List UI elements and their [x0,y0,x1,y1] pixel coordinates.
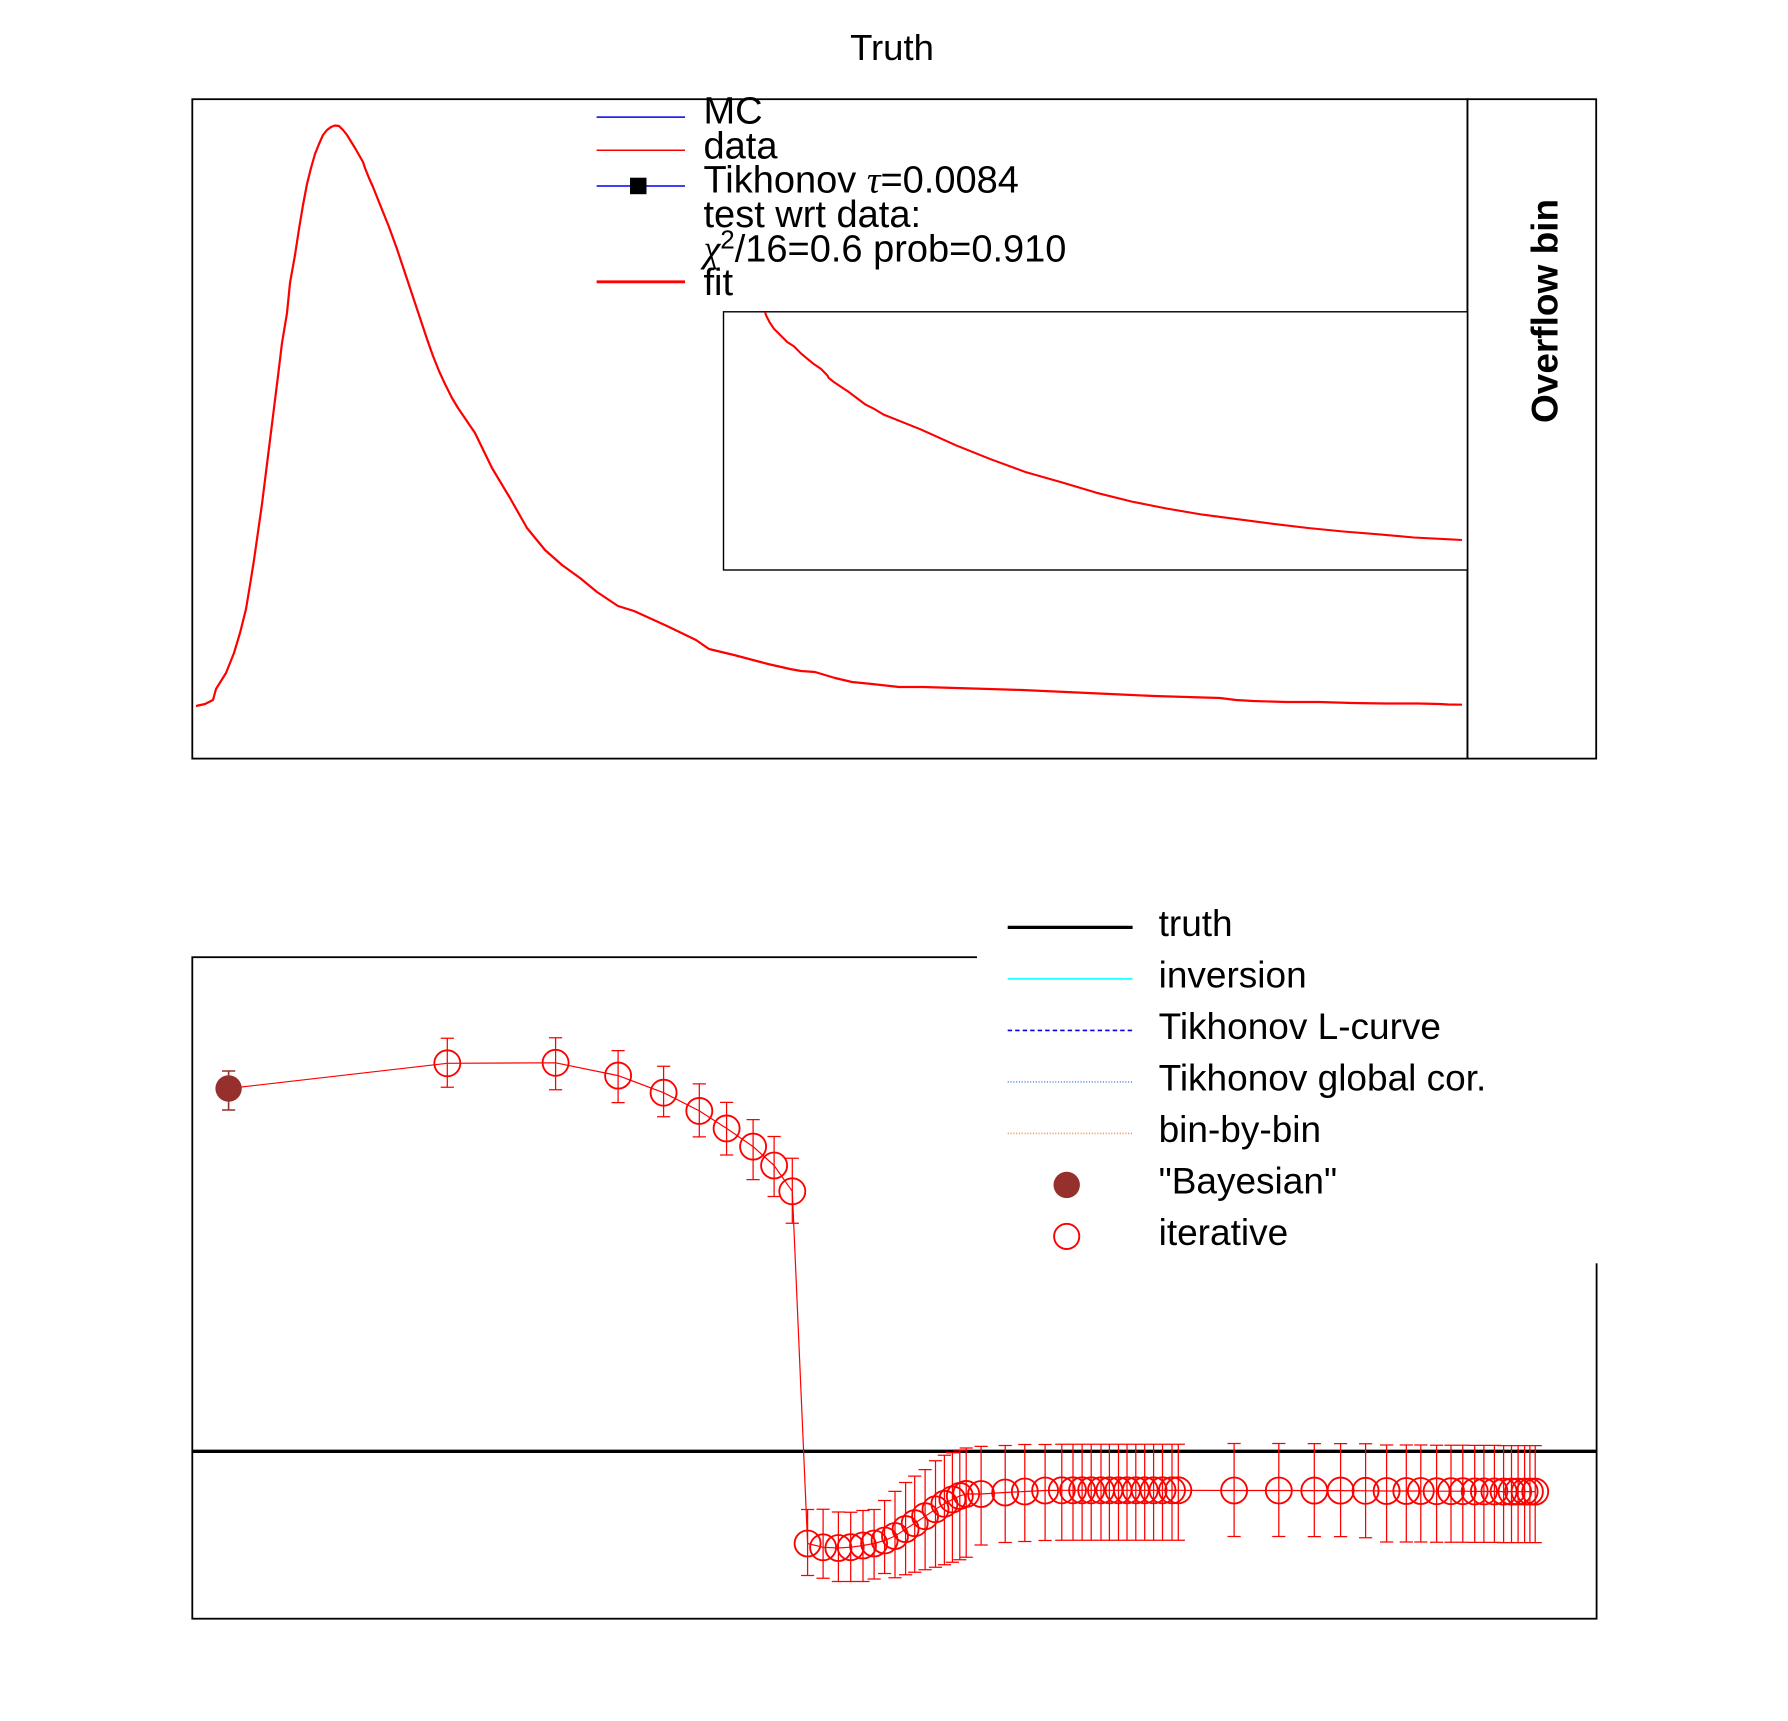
svg-text:Truth: Truth [850,27,934,68]
svg-text:test wrt data:: test wrt data: [704,194,922,236]
svg-text:"Bayesian": "Bayesian" [1159,1161,1337,1202]
svg-text:data: data [704,125,779,167]
svg-text:inversion: inversion [1159,955,1307,996]
svg-text:Tikhonov L-curve: Tikhonov L-curve [1159,1006,1441,1047]
svg-text:MC: MC [704,90,763,132]
svg-text:truth: truth [1159,903,1233,944]
svg-text:Tikhonov τ=0.0084: Tikhonov τ=0.0084 [704,160,1019,202]
svg-text:Tikhonov global cor.: Tikhonov global cor. [1159,1058,1487,1099]
svg-text:χ2/16=0.6 prob=0.910: χ2/16=0.6 prob=0.910 [700,224,1067,270]
svg-text:fit: fit [704,262,734,304]
svg-text:iterative: iterative [1159,1212,1289,1253]
svg-text:bin-by-bin: bin-by-bin [1159,1109,1321,1150]
svg-text:Overflow bin: Overflow bin [1525,199,1566,423]
